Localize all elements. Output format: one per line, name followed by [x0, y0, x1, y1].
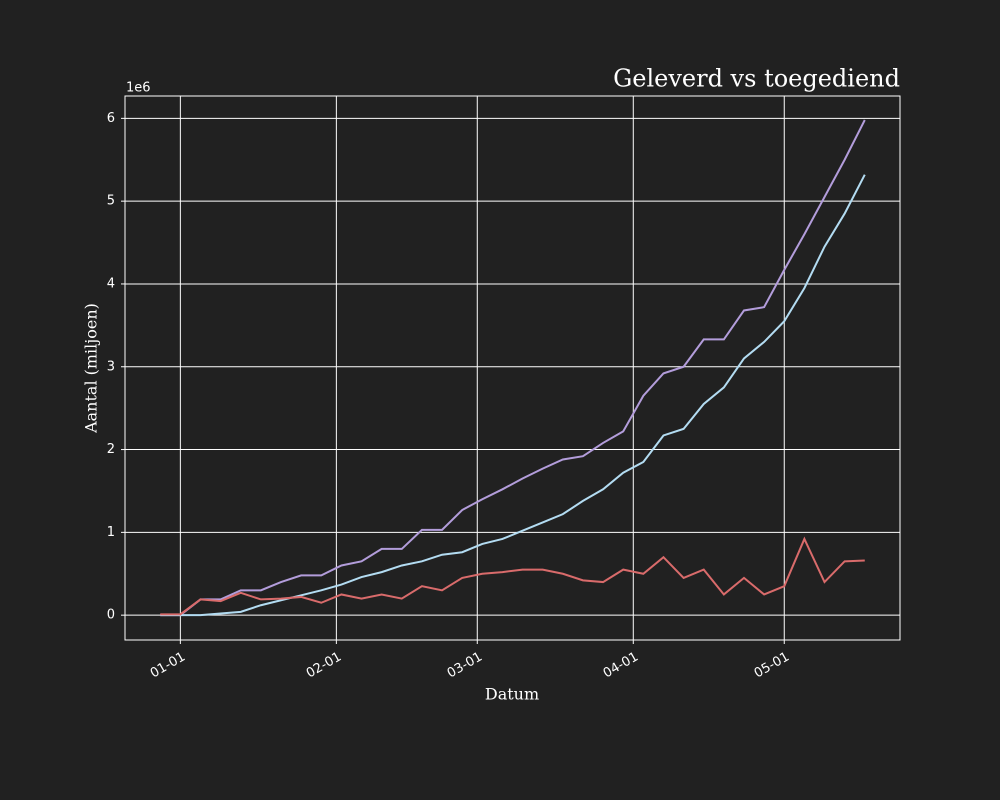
- x-tick-label: 04-01: [601, 650, 641, 682]
- y-axis-label: Aantal (miljoen): [82, 303, 101, 434]
- x-tick-label: 05-01: [752, 650, 792, 682]
- chart-title: Geleverd vs toegediend: [613, 65, 900, 93]
- y-tick-label: 2: [107, 442, 115, 457]
- series-line: [160, 536, 865, 616]
- y-tick-label: 4: [107, 276, 115, 291]
- y-tick-label: 6: [107, 111, 115, 126]
- series-line: [160, 119, 866, 617]
- x-tick-label: 01-01: [148, 650, 188, 682]
- x-axis-label: Datum: [485, 685, 539, 704]
- y-tick-label: 5: [107, 194, 115, 209]
- y-tick-label: 3: [107, 359, 115, 374]
- x-tick-label: 03-01: [445, 650, 485, 682]
- x-tick-label: 02-01: [304, 650, 344, 682]
- y-offset-label: 1e6: [126, 81, 151, 96]
- y-tick-label: 1: [107, 525, 115, 540]
- plot-frame: [124, 95, 901, 641]
- y-tick-label: 0: [107, 608, 115, 623]
- series-line: [160, 174, 866, 617]
